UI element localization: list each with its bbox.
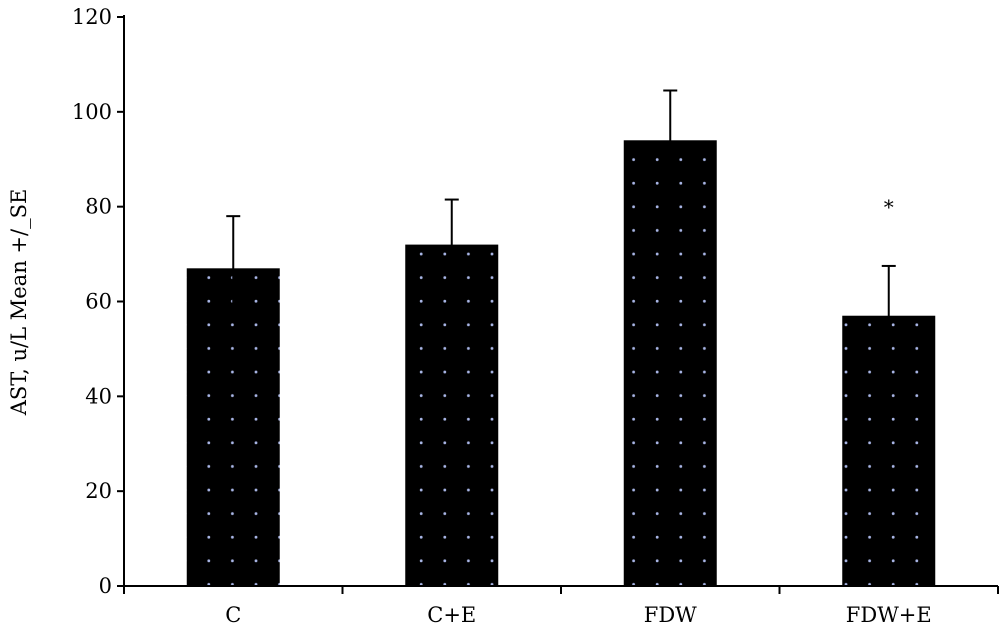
y-tick-label: 40 bbox=[85, 384, 112, 408]
y-tick-label: 80 bbox=[85, 195, 112, 219]
plot-area: 0 20 40 60 80 100 120 C C+E FDW FDW+E * bbox=[72, 5, 999, 627]
x-tick-label: FDW bbox=[644, 603, 697, 627]
y-tick-label: 60 bbox=[85, 290, 112, 314]
x-tick-label: C+E bbox=[427, 603, 476, 627]
bar bbox=[623, 140, 717, 587]
y-axis-title: AST, u/L Mean +/_SE bbox=[7, 189, 31, 417]
x-tick-label: C bbox=[225, 603, 241, 627]
y-tick-label: 0 bbox=[99, 574, 112, 598]
y-tick-label: 100 bbox=[72, 100, 112, 124]
x-tick-label: FDW+E bbox=[846, 603, 932, 627]
bar bbox=[186, 268, 280, 586]
y-tick-label: 20 bbox=[85, 479, 112, 503]
bar bbox=[405, 244, 499, 586]
significance-marker: * bbox=[884, 195, 894, 219]
y-tick-label: 120 bbox=[72, 5, 112, 29]
